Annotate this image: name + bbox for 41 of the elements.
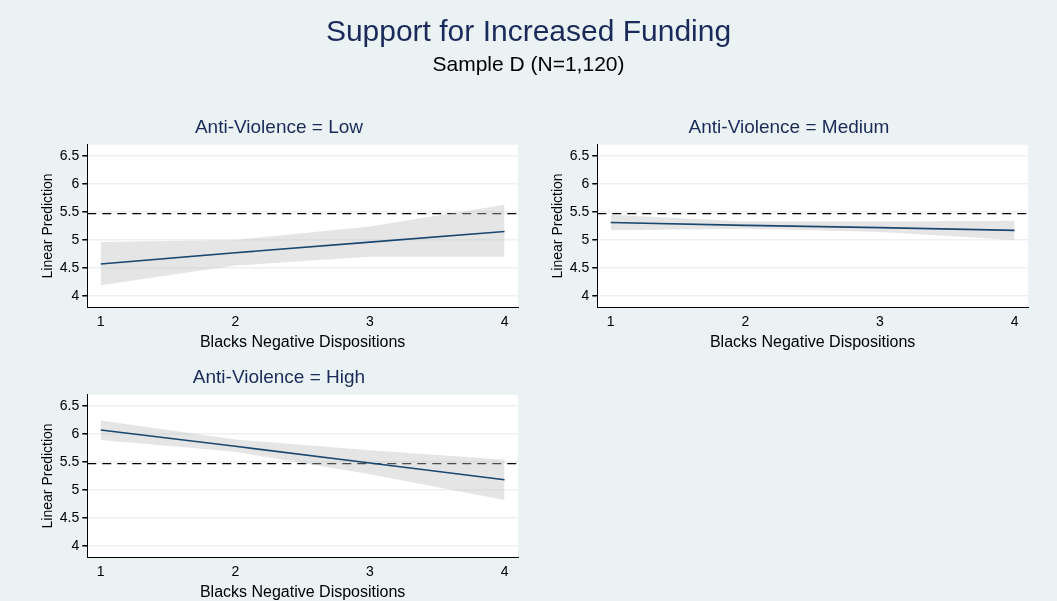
y-tick-label: 5 bbox=[581, 230, 590, 247]
y-tick-label: 4.5 bbox=[59, 258, 80, 275]
y-tick-label: 4.5 bbox=[569, 258, 590, 275]
y-tick-label: 5.5 bbox=[59, 202, 80, 219]
x-tick-label: 4 bbox=[500, 563, 509, 580]
y-tick-label: 5 bbox=[71, 480, 80, 497]
x-tick-label: 2 bbox=[231, 563, 240, 580]
text: Support for Increased Funding bbox=[324, 14, 733, 48]
y-tick-label: 4.5 bbox=[59, 508, 80, 525]
y-axis-title: Linear Prediction bbox=[549, 173, 566, 279]
chart-title: Anti-Violence = Low bbox=[194, 115, 364, 137]
x-tick-label: 4 bbox=[1010, 313, 1019, 330]
x-tick-label: 3 bbox=[366, 563, 375, 580]
y-tick-label: 6 bbox=[71, 174, 80, 191]
y-axis-title: Linear Prediction bbox=[39, 173, 56, 279]
x-tick-label: 4 bbox=[500, 313, 509, 330]
x-tick-label: 1 bbox=[606, 313, 615, 330]
x-tick-label: 3 bbox=[876, 313, 885, 330]
y-tick-label: 6.5 bbox=[569, 146, 590, 163]
x-tick-label: 1 bbox=[96, 563, 105, 580]
y-axis-title: Linear Prediction bbox=[39, 423, 56, 529]
y-tick-label: 4 bbox=[71, 536, 80, 553]
chart-title: Anti-Violence = High bbox=[192, 365, 366, 387]
x-tick-label: 2 bbox=[741, 313, 750, 330]
y-tick-label: 4 bbox=[581, 286, 590, 303]
y-tick-label: 6.5 bbox=[59, 396, 80, 413]
y-tick-label: 5.5 bbox=[569, 202, 590, 219]
y-tick-label: 5.5 bbox=[59, 452, 80, 469]
x-tick-label: 2 bbox=[231, 313, 240, 330]
y-tick-label: 4 bbox=[71, 286, 80, 303]
y-tick-label: 6 bbox=[581, 174, 590, 191]
x-tick-label: 1 bbox=[96, 313, 105, 330]
x-tick-label: 3 bbox=[366, 313, 375, 330]
y-tick-label: 5 bbox=[71, 230, 80, 247]
x-axis-title: Blacks Negative Dispositions bbox=[199, 332, 406, 350]
chart-title: Anti-Violence = Medium bbox=[688, 115, 890, 137]
y-tick-label: 6 bbox=[71, 424, 80, 441]
x-axis-title: Blacks Negative Dispositions bbox=[199, 582, 406, 600]
x-axis-title: Blacks Negative Dispositions bbox=[709, 332, 916, 350]
text: Sample D (N=1,120) bbox=[431, 52, 626, 76]
y-tick-label: 6.5 bbox=[59, 146, 80, 163]
